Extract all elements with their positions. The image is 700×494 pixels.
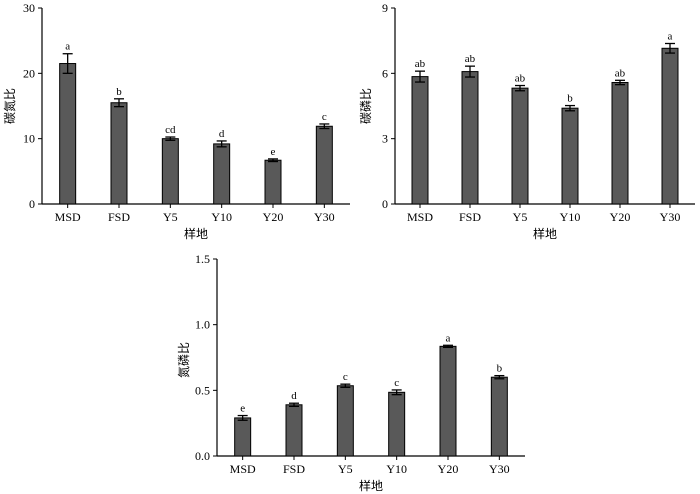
y-tick-label: 6	[382, 66, 388, 80]
bar-y20	[439, 345, 457, 457]
x-tick-label: MSD	[230, 462, 256, 476]
significance-label: cd	[165, 124, 176, 136]
bar-y30	[661, 47, 679, 205]
x-tick-label: Y20	[610, 210, 631, 224]
significance-label: ab	[615, 67, 626, 79]
x-axis-title: 样地	[184, 226, 208, 241]
bar-y5	[161, 138, 179, 205]
x-axis-title: 样地	[533, 226, 557, 241]
significance-label: c	[322, 111, 327, 123]
significance-label: c	[343, 371, 348, 383]
significance-label: c	[394, 377, 399, 389]
x-tick-label: FSD	[459, 210, 481, 224]
x-tick-label: MSD	[55, 210, 81, 224]
significance-label: d	[219, 128, 225, 140]
significance-label: b	[497, 363, 503, 375]
bar-msd	[411, 76, 429, 205]
bar-y10	[213, 143, 231, 205]
x-tick-label: Y20	[438, 462, 459, 476]
significance-label: ab	[415, 58, 426, 70]
bar-y5	[511, 87, 529, 205]
x-tick-label: Y5	[163, 210, 178, 224]
y-tick-label: 10	[23, 132, 35, 146]
x-tick-label: Y10	[211, 210, 232, 224]
y-tick-label: 3	[382, 132, 388, 146]
bar-y5	[336, 385, 354, 457]
x-tick-label: FSD	[108, 210, 130, 224]
bar-msd	[234, 417, 252, 457]
x-tick-label: Y10	[560, 210, 581, 224]
x-axis-title: 样地	[359, 478, 383, 493]
bar-y10	[388, 391, 406, 457]
y-tick-label: 0.5	[195, 383, 210, 397]
significance-label: a	[446, 332, 451, 344]
y-tick-label: 1.0	[195, 318, 210, 332]
x-tick-label: Y5	[338, 462, 353, 476]
y-tick-label: 0	[382, 197, 388, 211]
significance-label: ab	[465, 53, 476, 65]
x-tick-label: Y20	[263, 210, 284, 224]
x-tick-label: FSD	[283, 462, 305, 476]
x-tick-label: Y30	[489, 462, 510, 476]
y-axis-title: 氮磷比	[176, 342, 191, 378]
bar-msd	[59, 63, 77, 205]
significance-label: a	[65, 41, 70, 53]
bar-fsd	[110, 102, 128, 205]
bar-fsd	[285, 404, 303, 457]
bar-y30	[315, 125, 333, 205]
y-tick-label: 20	[23, 66, 35, 80]
significance-label: e	[271, 146, 276, 158]
x-tick-label: MSD	[407, 210, 433, 224]
y-tick-label: 0.0	[195, 449, 210, 463]
y-tick-label: 0	[29, 197, 35, 211]
bar-y10	[561, 107, 579, 205]
y-tick-label: 9	[382, 1, 388, 15]
significance-label: ab	[515, 73, 526, 85]
x-tick-label: Y30	[660, 210, 681, 224]
significance-label: b	[567, 93, 573, 105]
y-axis-title: 碳磷比	[358, 88, 373, 124]
x-tick-label: Y5	[513, 210, 528, 224]
x-tick-label: Y30	[314, 210, 335, 224]
bar-y20	[611, 81, 629, 205]
y-tick-label: 30	[23, 1, 35, 15]
bar-y20	[264, 159, 282, 205]
significance-label: b	[116, 86, 122, 98]
bar-fsd	[461, 71, 479, 205]
x-tick-label: Y10	[386, 462, 407, 476]
y-axis-title: 碳氮比	[2, 88, 17, 124]
significance-label: d	[291, 390, 297, 402]
y-tick-label: 1.5	[195, 252, 210, 266]
bar-y30	[490, 376, 508, 457]
significance-label: e	[240, 403, 245, 415]
significance-label: a	[668, 30, 673, 42]
